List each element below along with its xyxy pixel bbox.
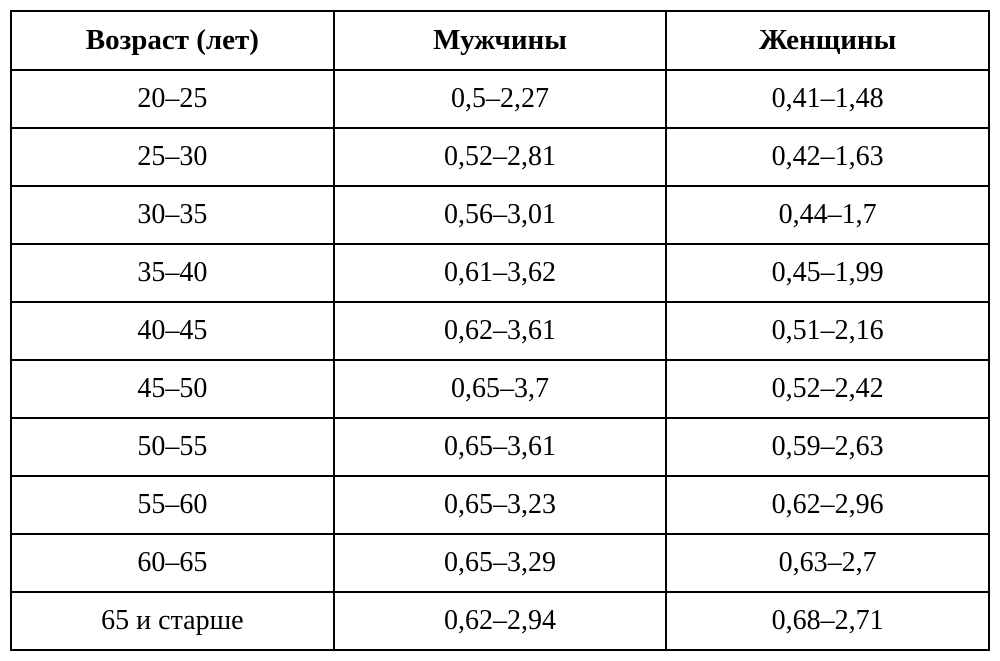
cell-age: 25–30 — [11, 128, 334, 186]
table-row: 40–45 0,62–3,61 0,51–2,16 — [11, 302, 989, 360]
cell-age: 30–35 — [11, 186, 334, 244]
table-header: Возраст (лет) Мужчины Женщины — [11, 11, 989, 70]
table-row: 35–40 0,61–3,62 0,45–1,99 — [11, 244, 989, 302]
table-row: 60–65 0,65–3,29 0,63–2,7 — [11, 534, 989, 592]
cell-women: 0,51–2,16 — [666, 302, 989, 360]
cell-women: 0,44–1,7 — [666, 186, 989, 244]
cell-men: 0,65–3,61 — [334, 418, 667, 476]
cell-age: 50–55 — [11, 418, 334, 476]
cell-women: 0,41–1,48 — [666, 70, 989, 128]
table-header-row: Возраст (лет) Мужчины Женщины — [11, 11, 989, 70]
cell-age: 35–40 — [11, 244, 334, 302]
cell-men: 0,52–2,81 — [334, 128, 667, 186]
cell-age: 65 и старше — [11, 592, 334, 650]
cell-age: 45–50 — [11, 360, 334, 418]
table-body: 20–25 0,5–2,27 0,41–1,48 25–30 0,52–2,81… — [11, 70, 989, 650]
table-row: 50–55 0,65–3,61 0,59–2,63 — [11, 418, 989, 476]
table-row: 45–50 0,65–3,7 0,52–2,42 — [11, 360, 989, 418]
cell-men: 0,61–3,62 — [334, 244, 667, 302]
cell-age: 20–25 — [11, 70, 334, 128]
data-table: Возраст (лет) Мужчины Женщины 20–25 0,5–… — [10, 10, 990, 651]
cell-women: 0,63–2,7 — [666, 534, 989, 592]
cell-men: 0,65–3,23 — [334, 476, 667, 534]
cell-women: 0,59–2,63 — [666, 418, 989, 476]
cell-men: 0,56–3,01 — [334, 186, 667, 244]
cell-men: 0,62–3,61 — [334, 302, 667, 360]
cell-women: 0,52–2,42 — [666, 360, 989, 418]
header-age: Возраст (лет) — [11, 11, 334, 70]
cell-women: 0,42–1,63 — [666, 128, 989, 186]
cell-men: 0,5–2,27 — [334, 70, 667, 128]
cell-age: 55–60 — [11, 476, 334, 534]
cell-women: 0,45–1,99 — [666, 244, 989, 302]
cell-men: 0,65–3,29 — [334, 534, 667, 592]
header-women: Женщины — [666, 11, 989, 70]
header-men: Мужчины — [334, 11, 667, 70]
table-row: 20–25 0,5–2,27 0,41–1,48 — [11, 70, 989, 128]
table-row: 55–60 0,65–3,23 0,62–2,96 — [11, 476, 989, 534]
cell-men: 0,62–2,94 — [334, 592, 667, 650]
table-row: 25–30 0,52–2,81 0,42–1,63 — [11, 128, 989, 186]
cell-age: 60–65 — [11, 534, 334, 592]
cell-women: 0,68–2,71 — [666, 592, 989, 650]
table-row: 65 и старше 0,62–2,94 0,68–2,71 — [11, 592, 989, 650]
cell-men: 0,65–3,7 — [334, 360, 667, 418]
cell-age: 40–45 — [11, 302, 334, 360]
table-row: 30–35 0,56–3,01 0,44–1,7 — [11, 186, 989, 244]
cell-women: 0,62–2,96 — [666, 476, 989, 534]
